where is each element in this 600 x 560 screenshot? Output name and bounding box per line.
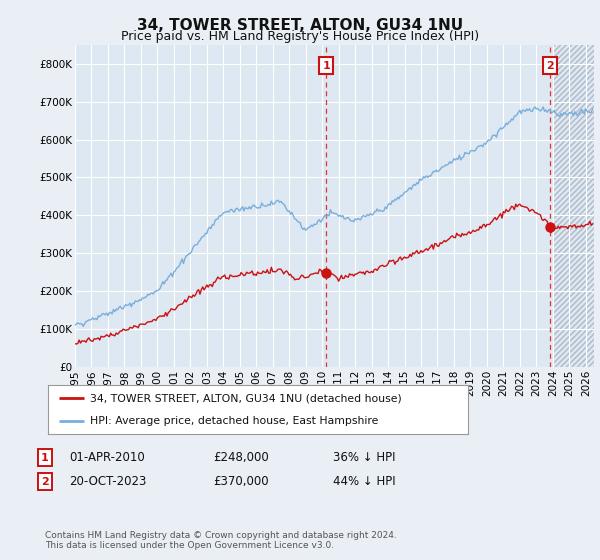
Text: £248,000: £248,000: [213, 451, 269, 464]
Text: 1: 1: [322, 60, 330, 71]
Text: 1: 1: [41, 452, 49, 463]
Text: HPI: Average price, detached house, East Hampshire: HPI: Average price, detached house, East…: [90, 416, 379, 426]
Text: 01-APR-2010: 01-APR-2010: [69, 451, 145, 464]
Text: Price paid vs. HM Land Registry's House Price Index (HPI): Price paid vs. HM Land Registry's House …: [121, 30, 479, 43]
Bar: [553, 45, 594, 367]
Text: 34, TOWER STREET, ALTON, GU34 1NU (detached house): 34, TOWER STREET, ALTON, GU34 1NU (detac…: [90, 393, 402, 403]
Text: 2: 2: [546, 60, 554, 71]
Text: Contains HM Land Registry data © Crown copyright and database right 2024.
This d: Contains HM Land Registry data © Crown c…: [45, 530, 397, 550]
Text: 34, TOWER STREET, ALTON, GU34 1NU: 34, TOWER STREET, ALTON, GU34 1NU: [137, 18, 463, 33]
Text: 2: 2: [41, 477, 49, 487]
Text: 20-OCT-2023: 20-OCT-2023: [69, 475, 146, 488]
Text: 44% ↓ HPI: 44% ↓ HPI: [333, 475, 395, 488]
Text: £370,000: £370,000: [213, 475, 269, 488]
Text: 36% ↓ HPI: 36% ↓ HPI: [333, 451, 395, 464]
